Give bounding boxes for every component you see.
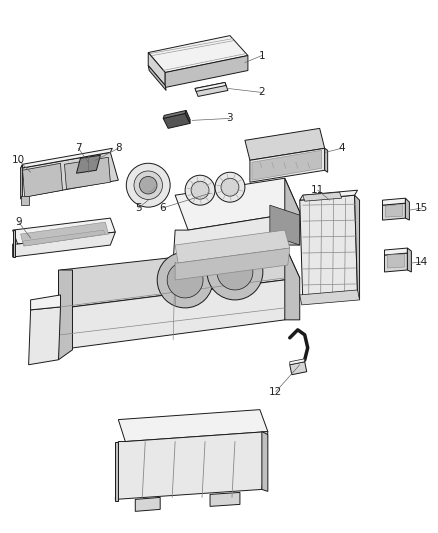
Polygon shape <box>115 441 118 502</box>
Polygon shape <box>245 128 325 160</box>
Polygon shape <box>148 53 165 85</box>
Polygon shape <box>28 307 60 365</box>
Text: 11: 11 <box>311 185 324 195</box>
Polygon shape <box>175 178 300 230</box>
Polygon shape <box>23 163 63 197</box>
Polygon shape <box>325 148 328 172</box>
Polygon shape <box>165 55 248 87</box>
Polygon shape <box>303 192 342 201</box>
Text: 8: 8 <box>115 143 122 154</box>
Polygon shape <box>406 198 410 220</box>
Circle shape <box>134 171 162 199</box>
Text: 9: 9 <box>15 217 22 227</box>
Polygon shape <box>163 110 186 118</box>
Polygon shape <box>285 178 300 245</box>
Polygon shape <box>252 150 321 180</box>
Polygon shape <box>115 432 268 499</box>
Circle shape <box>126 163 170 207</box>
Polygon shape <box>382 203 406 220</box>
Text: 5: 5 <box>135 203 141 213</box>
Polygon shape <box>382 198 406 205</box>
Polygon shape <box>250 148 325 182</box>
Polygon shape <box>23 230 106 246</box>
Circle shape <box>167 262 203 298</box>
Polygon shape <box>195 83 226 92</box>
Polygon shape <box>300 195 357 300</box>
Polygon shape <box>77 155 100 173</box>
Polygon shape <box>21 148 112 168</box>
Polygon shape <box>21 196 28 205</box>
Text: 7: 7 <box>75 143 82 154</box>
Polygon shape <box>135 497 160 511</box>
Polygon shape <box>300 190 357 200</box>
Polygon shape <box>31 295 60 310</box>
Polygon shape <box>385 248 407 255</box>
Text: 12: 12 <box>269 386 283 397</box>
Polygon shape <box>21 164 23 199</box>
Polygon shape <box>290 362 307 375</box>
Polygon shape <box>290 359 305 365</box>
Text: 1: 1 <box>258 51 265 61</box>
Text: 3: 3 <box>226 114 233 123</box>
Polygon shape <box>163 114 190 128</box>
Polygon shape <box>195 83 228 96</box>
Polygon shape <box>173 212 300 262</box>
Circle shape <box>157 252 213 308</box>
Polygon shape <box>388 254 404 268</box>
Polygon shape <box>59 270 72 360</box>
Polygon shape <box>21 152 118 196</box>
Polygon shape <box>175 248 290 280</box>
Polygon shape <box>262 432 268 491</box>
Circle shape <box>215 172 245 202</box>
Polygon shape <box>175 230 290 263</box>
Polygon shape <box>118 410 268 441</box>
Polygon shape <box>13 218 115 244</box>
Polygon shape <box>385 204 403 217</box>
Polygon shape <box>270 205 300 245</box>
Polygon shape <box>60 245 300 307</box>
Text: 4: 4 <box>338 143 345 154</box>
Polygon shape <box>407 248 411 272</box>
Circle shape <box>217 254 253 290</box>
Text: 14: 14 <box>415 257 428 267</box>
Circle shape <box>221 178 239 196</box>
Polygon shape <box>59 278 300 350</box>
Text: 15: 15 <box>415 203 428 213</box>
Polygon shape <box>185 110 190 123</box>
Polygon shape <box>21 222 108 246</box>
Polygon shape <box>64 157 110 189</box>
Polygon shape <box>385 253 407 272</box>
Circle shape <box>139 176 157 194</box>
Polygon shape <box>300 290 360 305</box>
Polygon shape <box>210 492 240 506</box>
Text: 2: 2 <box>258 87 265 98</box>
Circle shape <box>185 175 215 205</box>
Polygon shape <box>13 232 115 257</box>
Polygon shape <box>13 230 14 257</box>
Polygon shape <box>285 245 300 320</box>
Circle shape <box>191 181 209 199</box>
Text: 6: 6 <box>159 203 166 213</box>
Polygon shape <box>148 36 248 72</box>
Text: 10: 10 <box>12 155 25 165</box>
Polygon shape <box>148 66 166 91</box>
Polygon shape <box>355 195 360 300</box>
Circle shape <box>207 244 263 300</box>
